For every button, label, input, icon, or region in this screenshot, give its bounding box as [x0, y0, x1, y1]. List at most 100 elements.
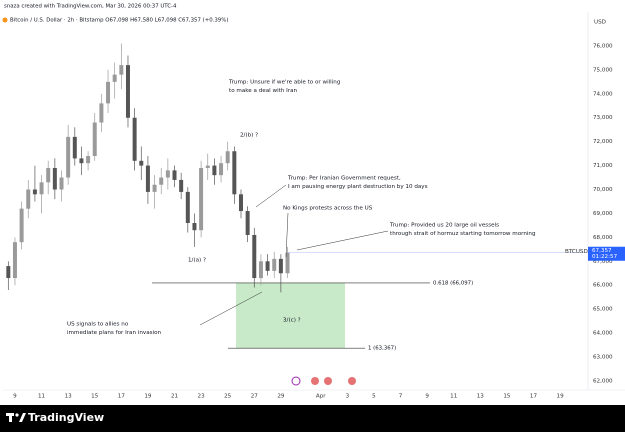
annotation: 3/(c) ?	[283, 318, 301, 324]
y-tick-label: 72,000	[593, 139, 613, 145]
annotation: Trump: Unsure if we're able to or willin…	[228, 80, 341, 86]
event-icon	[291, 376, 301, 386]
candle-body	[165, 170, 170, 178]
y-tick-label: 76,000	[593, 43, 613, 49]
annotation-connector	[255, 184, 287, 208]
candle-body	[112, 74, 117, 82]
candle-body	[132, 117, 137, 161]
candle-body	[219, 163, 224, 176]
candle-body	[92, 122, 97, 157]
candle-body	[205, 165, 210, 168]
y-tick-label: 67,000	[593, 259, 613, 265]
y-tick-label: 62,000	[593, 378, 613, 384]
annotation: 2/(b) ?	[240, 133, 258, 139]
last-price-box	[588, 246, 625, 261]
annotation: immediate plans for Iran invasion	[67, 330, 162, 336]
footer-bar	[0, 405, 625, 432]
credit: snaza created with TradingView.com, Mar …	[4, 4, 177, 10]
x-tick-label: 11	[38, 394, 46, 400]
candle-body	[86, 156, 91, 164]
x-tick-label: 9	[425, 394, 429, 400]
y-tick-label: 65,000	[593, 307, 613, 313]
annotation: Trump: Per Iranian Government request,	[287, 176, 401, 182]
x-tick-label: 17	[118, 394, 126, 400]
x-tick-label: 23	[198, 394, 206, 400]
candle-body	[278, 258, 283, 274]
y-tick-label: 74,000	[593, 91, 613, 97]
symbol-icon	[2, 17, 8, 23]
candle-body	[232, 151, 237, 195]
candle-body	[26, 189, 31, 209]
annotation: I am pausing energy plant destruction by…	[288, 184, 428, 190]
candle-body	[12, 242, 17, 279]
x-tick-label: 15	[503, 394, 511, 400]
y-tick-label: 71,000	[593, 163, 613, 169]
event-icons	[291, 376, 356, 386]
event-icon	[324, 377, 332, 385]
candle-body	[258, 261, 263, 279]
event-icon	[311, 377, 319, 385]
candle-body	[192, 223, 197, 231]
candle-body	[72, 136, 77, 159]
candle-body	[185, 191, 190, 224]
brand-logo	[6, 413, 26, 422]
candle-body	[52, 167, 57, 190]
x-tick-label: 11	[450, 394, 458, 400]
y-tick-label: 64,000	[593, 331, 613, 337]
logo-part	[9, 413, 12, 422]
annotation-connector	[199, 291, 263, 326]
annotation-connector	[285, 212, 289, 258]
x-tick-label: 5	[372, 394, 376, 400]
symbol-label: BTCUSD	[565, 249, 588, 255]
candle-body	[152, 184, 157, 192]
candle-body	[79, 158, 84, 164]
last-price-label: 67,357	[592, 248, 612, 254]
x-tick-label: 9	[13, 394, 17, 400]
annotation: 1/(a) ?	[188, 258, 206, 264]
candle-body	[39, 182, 44, 195]
y-tick-label: 69,000	[593, 211, 613, 217]
candle-body	[99, 103, 104, 123]
y-tick-label: 63,000	[593, 354, 613, 360]
x-tick-label: 13	[477, 394, 485, 400]
y-tick-label: 75,000	[593, 67, 613, 73]
annotation: Trump: Provided us 20 large oil vessels	[389, 223, 499, 229]
logo-part	[19, 413, 26, 422]
candle-body	[59, 177, 64, 190]
annotation: to make a deal with Iran	[229, 88, 298, 94]
brand: TradingView	[28, 411, 104, 424]
candle-body	[66, 136, 71, 178]
candle-body	[245, 211, 250, 235]
candle-body	[212, 165, 217, 176]
candle-body	[106, 81, 111, 104]
candle-body	[32, 189, 37, 195]
candle-body	[285, 252, 290, 274]
candle-body	[199, 167, 204, 231]
annotation-connector	[296, 230, 389, 251]
x-tick-label: 3	[346, 394, 350, 400]
target-zone	[236, 282, 345, 349]
x-tick-label: 7	[399, 394, 403, 400]
candle-body	[6, 266, 11, 279]
candle-body	[172, 170, 177, 180]
candle-body	[145, 165, 150, 192]
x-tick-label: 17	[530, 394, 538, 400]
candle-body	[125, 65, 130, 118]
countdown: 01:22:57	[592, 254, 618, 260]
y-tick-label: 66,000	[593, 283, 613, 289]
candle-body	[252, 234, 257, 279]
candle-body	[272, 258, 277, 271]
currency: USD	[594, 20, 606, 26]
x-tick-label: Apr	[316, 394, 326, 400]
x-tick-label: 21	[171, 394, 179, 400]
symbol-legend: Bitcoin / U.S. Dollar · 2h · Bitstamp O6…	[10, 18, 228, 24]
candle-body	[46, 167, 51, 183]
x-tick-label: 15	[91, 394, 99, 400]
logo-part	[15, 413, 19, 417]
y-tick-label: 73,000	[593, 115, 613, 121]
candle-body	[19, 208, 24, 243]
annotation: No Kings protests across the US	[283, 206, 373, 212]
